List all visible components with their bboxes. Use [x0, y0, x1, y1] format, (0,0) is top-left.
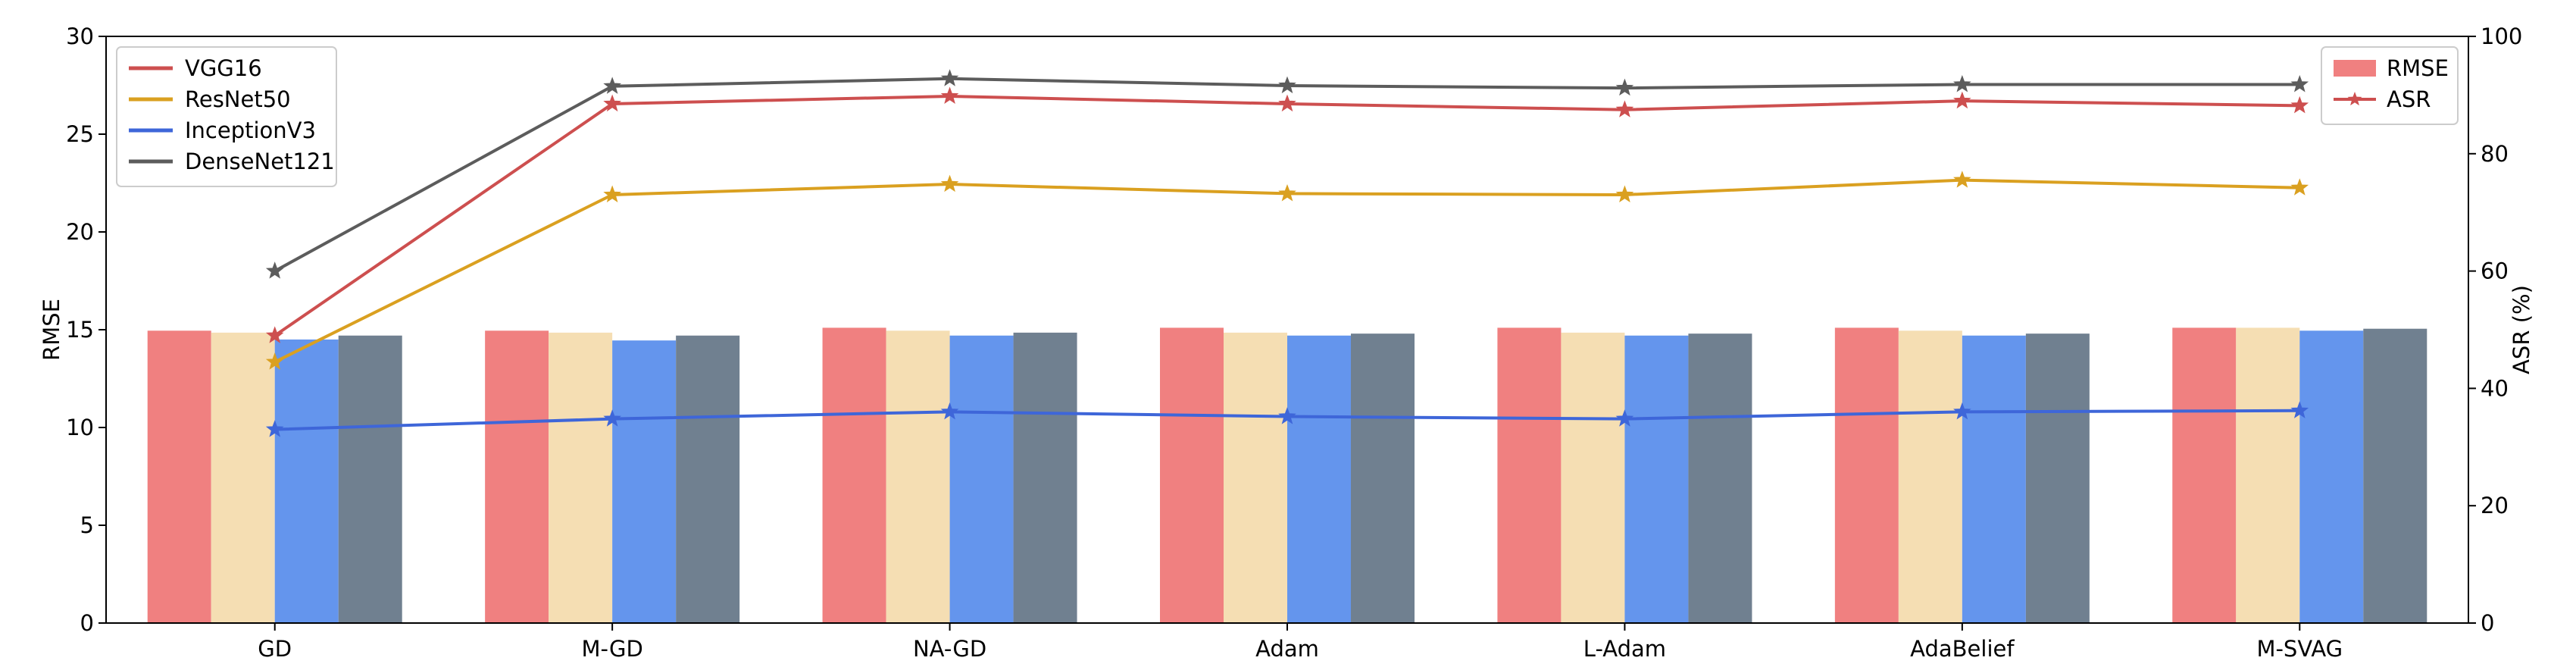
y-tick-label: 25: [66, 121, 94, 147]
bar-densenet121-m-gd: [676, 335, 740, 623]
bar-vgg16-adabelief: [1834, 327, 1899, 623]
bar-resnet50-m-svag: [2236, 327, 2300, 623]
point-densenet121-adam: [1278, 76, 1296, 94]
legend-swatch-rmse: [2334, 60, 2376, 77]
legend-models: VGG16 ResNet50 InceptionV3 DenseNet121: [116, 46, 337, 187]
y-tick-label: 20: [66, 219, 94, 245]
y-tick-label: 15: [66, 317, 94, 343]
point-resnet50-l-adam: [1615, 185, 1634, 203]
point-vgg16-m-svag: [2290, 96, 2309, 114]
bar-vgg16-m-gd: [485, 330, 549, 623]
point-densenet121-m-gd: [603, 77, 621, 94]
bar-densenet121-l-adam: [1688, 334, 1752, 623]
point-inceptionv3-m-svag: [2290, 401, 2309, 418]
point-vgg16-na-gd: [940, 86, 959, 105]
bar-inceptionv3-na-gd: [949, 335, 1014, 623]
y2-tick-label: 100: [2481, 23, 2522, 49]
bar-densenet121-gd: [338, 335, 402, 623]
bar-inceptionv3-adam: [1287, 335, 1351, 623]
bar-inceptionv3-adabelief: [1962, 335, 2026, 623]
x-tick-label: GD: [258, 636, 292, 662]
point-vgg16-m-gd: [603, 94, 621, 112]
bar-vgg16-na-gd: [822, 327, 886, 623]
point-inceptionv3-adam: [1278, 407, 1296, 424]
point-densenet121-gd: [265, 261, 284, 279]
point-vgg16-adabelief: [1953, 91, 1971, 109]
y-tick-label: 0: [80, 610, 94, 636]
point-vgg16-gd: [265, 326, 284, 343]
point-resnet50-na-gd: [940, 174, 959, 193]
bar-inceptionv3-m-svag: [2299, 330, 2364, 623]
y2-tick-label: 0: [2481, 610, 2494, 636]
point-densenet121-m-svag: [2290, 75, 2309, 92]
point-densenet121-na-gd: [940, 69, 959, 86]
point-vgg16-adam: [1278, 94, 1296, 112]
point-resnet50-m-gd: [603, 185, 621, 203]
bar-densenet121-adam: [1351, 334, 1415, 623]
bar-resnet50-gd: [211, 332, 275, 623]
y-tick-label: 10: [66, 415, 94, 440]
bar-resnet50-m-gd: [549, 332, 613, 623]
y2-tick-label: 80: [2481, 141, 2509, 167]
point-inceptionv3-l-adam: [1615, 409, 1634, 427]
point-resnet50-m-svag: [2290, 178, 2309, 196]
bar-vgg16-l-adam: [1497, 327, 1562, 623]
y2-tick-label: 60: [2481, 258, 2509, 284]
y-axis-title: RMSE: [39, 299, 64, 361]
legend-metrics: RMSE ASR: [2321, 46, 2459, 125]
legend-label-rmse: RMSE: [2387, 55, 2449, 81]
x-tick-label: L-Adam: [1583, 636, 1666, 662]
bar-densenet121-m-svag: [2363, 328, 2428, 623]
point-resnet50-adabelief: [1953, 171, 1971, 188]
bar-densenet121-adabelief: [2025, 334, 2090, 623]
point-densenet121-l-adam: [1615, 78, 1634, 96]
y2-axis-title: ASR (%): [2509, 285, 2534, 374]
bar-inceptionv3-l-adam: [1624, 335, 1689, 623]
line-vgg16: [274, 94, 2300, 337]
legend-swatch-asr-star: [2347, 92, 2362, 106]
line-layer: [265, 69, 2309, 437]
x-tick-label: NA-GD: [913, 636, 986, 662]
bar-densenet121-na-gd: [1013, 332, 1077, 623]
point-inceptionv3-na-gd: [940, 402, 959, 420]
point-resnet50-adam: [1278, 184, 1296, 202]
bar-layer: [147, 327, 2428, 623]
y-tick-label: 5: [80, 512, 94, 538]
x-axis: GD M-GD NA-GD Adam L-Adam AdaBelief M-SVAG: [258, 623, 2343, 662]
bar-inceptionv3-m-gd: [612, 340, 677, 623]
bar-resnet50-na-gd: [886, 330, 950, 623]
bar-inceptionv3-gd: [274, 339, 339, 623]
bar-vgg16-adam: [1160, 327, 1224, 623]
x-tick-label: AdaBelief: [1910, 636, 2015, 662]
point-vgg16-l-adam: [1615, 100, 1634, 117]
legend-label-resnet50: ResNet50: [185, 86, 291, 112]
bar-resnet50-adam: [1224, 332, 1287, 623]
bar-resnet50-l-adam: [1561, 332, 1625, 623]
legend-models-box: [116, 46, 337, 187]
x-tick-label: M-GD: [581, 636, 642, 662]
y-axis-left: 0 5 10 15 20 25 30: [66, 23, 106, 636]
x-tick-label: Adam: [1255, 636, 1319, 662]
bar-vgg16-m-svag: [2172, 327, 2237, 623]
y2-tick-label: 20: [2481, 493, 2509, 518]
point-inceptionv3-gd: [265, 420, 284, 437]
legend-label-inceptionv3: InceptionV3: [185, 117, 316, 143]
bar-resnet50-adabelief: [1898, 330, 1962, 623]
legend-label-vgg16: VGG16: [185, 55, 262, 81]
point-resnet50-gd: [265, 352, 284, 370]
legend-label-densenet121: DenseNet121: [185, 149, 335, 174]
bar-vgg16-gd: [147, 330, 211, 623]
y-tick-label: 30: [66, 23, 94, 49]
y-axis-right: 0 20 40 60 80 100: [2468, 23, 2522, 636]
point-inceptionv3-m-gd: [603, 409, 621, 427]
legend-label-asr: ASR: [2387, 86, 2431, 112]
point-inceptionv3-adabelief: [1953, 402, 1971, 420]
point-densenet121-adabelief: [1953, 75, 1971, 92]
y2-tick-label: 40: [2481, 375, 2509, 401]
x-tick-label: M-SVAG: [2256, 636, 2343, 662]
